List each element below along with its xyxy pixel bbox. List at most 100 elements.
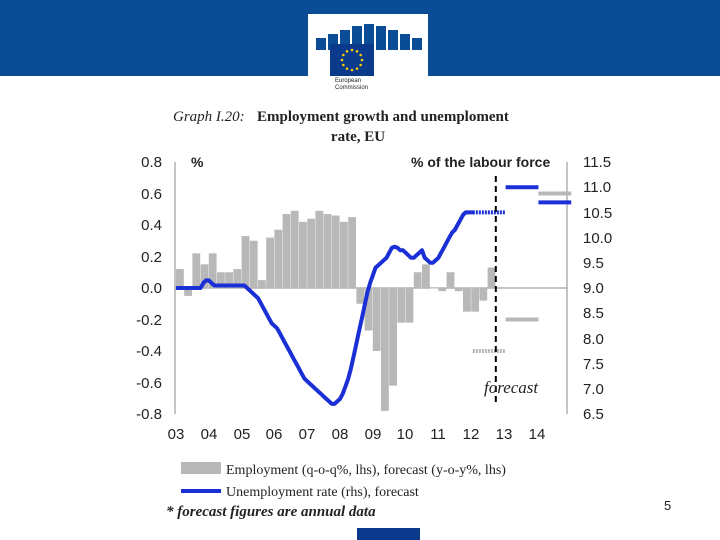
employment-bar: [217, 272, 225, 288]
chart-title-line2: rate, EU: [331, 129, 385, 145]
x-tick-label: 03: [168, 426, 185, 443]
left-tick-label: 0.0: [141, 280, 162, 297]
x-tick-label: 11: [430, 426, 446, 443]
logo-text-line2: Commission: [335, 85, 369, 91]
eu-star-icon: [345, 67, 349, 70]
employment-forecast-bars: [472, 191, 572, 353]
employment-bar: [331, 215, 340, 288]
employment-bar: [266, 237, 274, 288]
employment-bar: [471, 288, 479, 312]
x-tick-label: 10: [397, 426, 414, 443]
employment-bar: [446, 272, 455, 288]
employment-bar: [176, 269, 184, 288]
employment-bar: [307, 218, 315, 288]
eu-star-icon: [355, 50, 359, 53]
x-tick-label: 08: [332, 426, 349, 443]
x-axis-ticks: 03 04 05 06 07 08 09 10 11 12 13 14: [168, 426, 546, 443]
right-tick-label: 6.5: [583, 406, 604, 423]
chart-footnote: * forecast figures are annual data: [166, 504, 376, 520]
left-tick-label: 0.4: [141, 217, 162, 234]
legend-unemployment-label: Unemployment rate (rhs), forecast: [226, 485, 419, 500]
x-tick-label: 06: [266, 426, 283, 443]
european-commission-logo: European Commission: [308, 14, 428, 97]
right-tick-label: 10.0: [583, 230, 612, 247]
employment-bar: [241, 236, 250, 288]
bottom-banner: [357, 528, 420, 540]
right-tick-label: 8.0: [583, 331, 604, 348]
employment-bar: [487, 267, 496, 288]
legend-employment-label: Employment (q-o-q%, lhs), forecast (y-o-…: [226, 463, 506, 478]
x-tick-label: 14: [529, 426, 546, 443]
forecast-label: forecast: [484, 378, 539, 397]
employment-bar: [315, 210, 324, 288]
employment-bar: [430, 288, 438, 289]
right-tick-label: 7.0: [583, 381, 604, 398]
left-tick-label: 0.8: [141, 154, 162, 171]
employment-bar: [413, 272, 422, 288]
x-tick-label: 07: [299, 426, 316, 443]
chart-title-main: Employment growth and unemploment: [257, 109, 509, 125]
right-tick-label: 10.5: [583, 205, 612, 222]
right-tick-label: 7.5: [583, 356, 604, 373]
x-tick-label: 04: [201, 426, 218, 443]
employment-bar: [454, 288, 463, 292]
employment-bar: [463, 288, 471, 312]
employment-bar: [348, 217, 356, 288]
left-axis-unit: %: [191, 154, 204, 170]
employment-bar: [184, 288, 192, 296]
employment-bar: [397, 288, 406, 323]
right-axis-ticks: 11.5 11.0 10.5 10.0 9.5 9.0 8.5 8.0 7.5 …: [583, 154, 612, 423]
eu-star-icon: [350, 48, 354, 52]
logo-text-line1: European: [335, 78, 362, 84]
employment-bar: [225, 272, 233, 288]
eu-star-icon: [359, 63, 362, 67]
chart-title-prefix: Graph I.20:: [173, 109, 245, 125]
left-tick-label: 0.2: [141, 249, 162, 266]
left-tick-label: -0.8: [136, 406, 162, 423]
left-tick-label: -0.4: [136, 343, 162, 360]
left-tick-label: -0.2: [136, 312, 162, 329]
employment-bar: [208, 253, 217, 288]
employment-bar: [200, 264, 209, 288]
employment-bar: [405, 288, 414, 323]
employment-bar: [323, 213, 332, 288]
employment-bar: [422, 264, 430, 288]
employment-bar: [381, 288, 389, 411]
left-axis-ticks: 0.8 0.6 0.4 0.2 0.0 -0.2 -0.4 -0.6 -0.8: [136, 154, 162, 423]
left-tick-label: -0.6: [136, 375, 162, 392]
employment-bar: [364, 288, 373, 331]
x-tick-label: 09: [365, 426, 382, 443]
right-tick-label: 8.5: [583, 305, 604, 322]
right-tick-label: 11.0: [583, 179, 611, 196]
employment-bars: [176, 210, 496, 411]
eu-star-icon: [359, 53, 362, 57]
employment-bar: [274, 229, 283, 288]
unemployment-forecast-segments: [472, 185, 572, 215]
employment-bar: [340, 221, 348, 288]
x-tick-label: 12: [463, 426, 480, 443]
left-tick-label: 0.6: [141, 186, 162, 203]
building-icon: [316, 24, 422, 50]
employment-bar: [479, 288, 488, 301]
legend-employment-swatch: [181, 462, 221, 474]
eu-star-icon: [350, 68, 354, 72]
right-tick-label: 11.5: [583, 154, 611, 171]
employment-bar: [233, 269, 242, 288]
eu-star-icon: [355, 67, 359, 70]
x-tick-label: 05: [234, 426, 251, 443]
eu-star-icon: [342, 63, 345, 67]
eu-star-icon: [342, 53, 345, 57]
page-number: 5: [664, 498, 672, 513]
eu-star-icon: [360, 58, 364, 62]
employment-bar: [438, 288, 447, 292]
right-axis-unit: % of the labour force: [411, 154, 550, 170]
right-tick-label: 9.5: [583, 255, 604, 272]
employment-bar: [258, 280, 266, 288]
employment-bar: [389, 288, 397, 386]
employment-bar: [299, 221, 307, 288]
right-tick-label: 9.0: [583, 280, 604, 297]
unemployment-line: [176, 210, 474, 406]
employment-bar: [356, 288, 365, 304]
employment-bar: [290, 210, 299, 288]
